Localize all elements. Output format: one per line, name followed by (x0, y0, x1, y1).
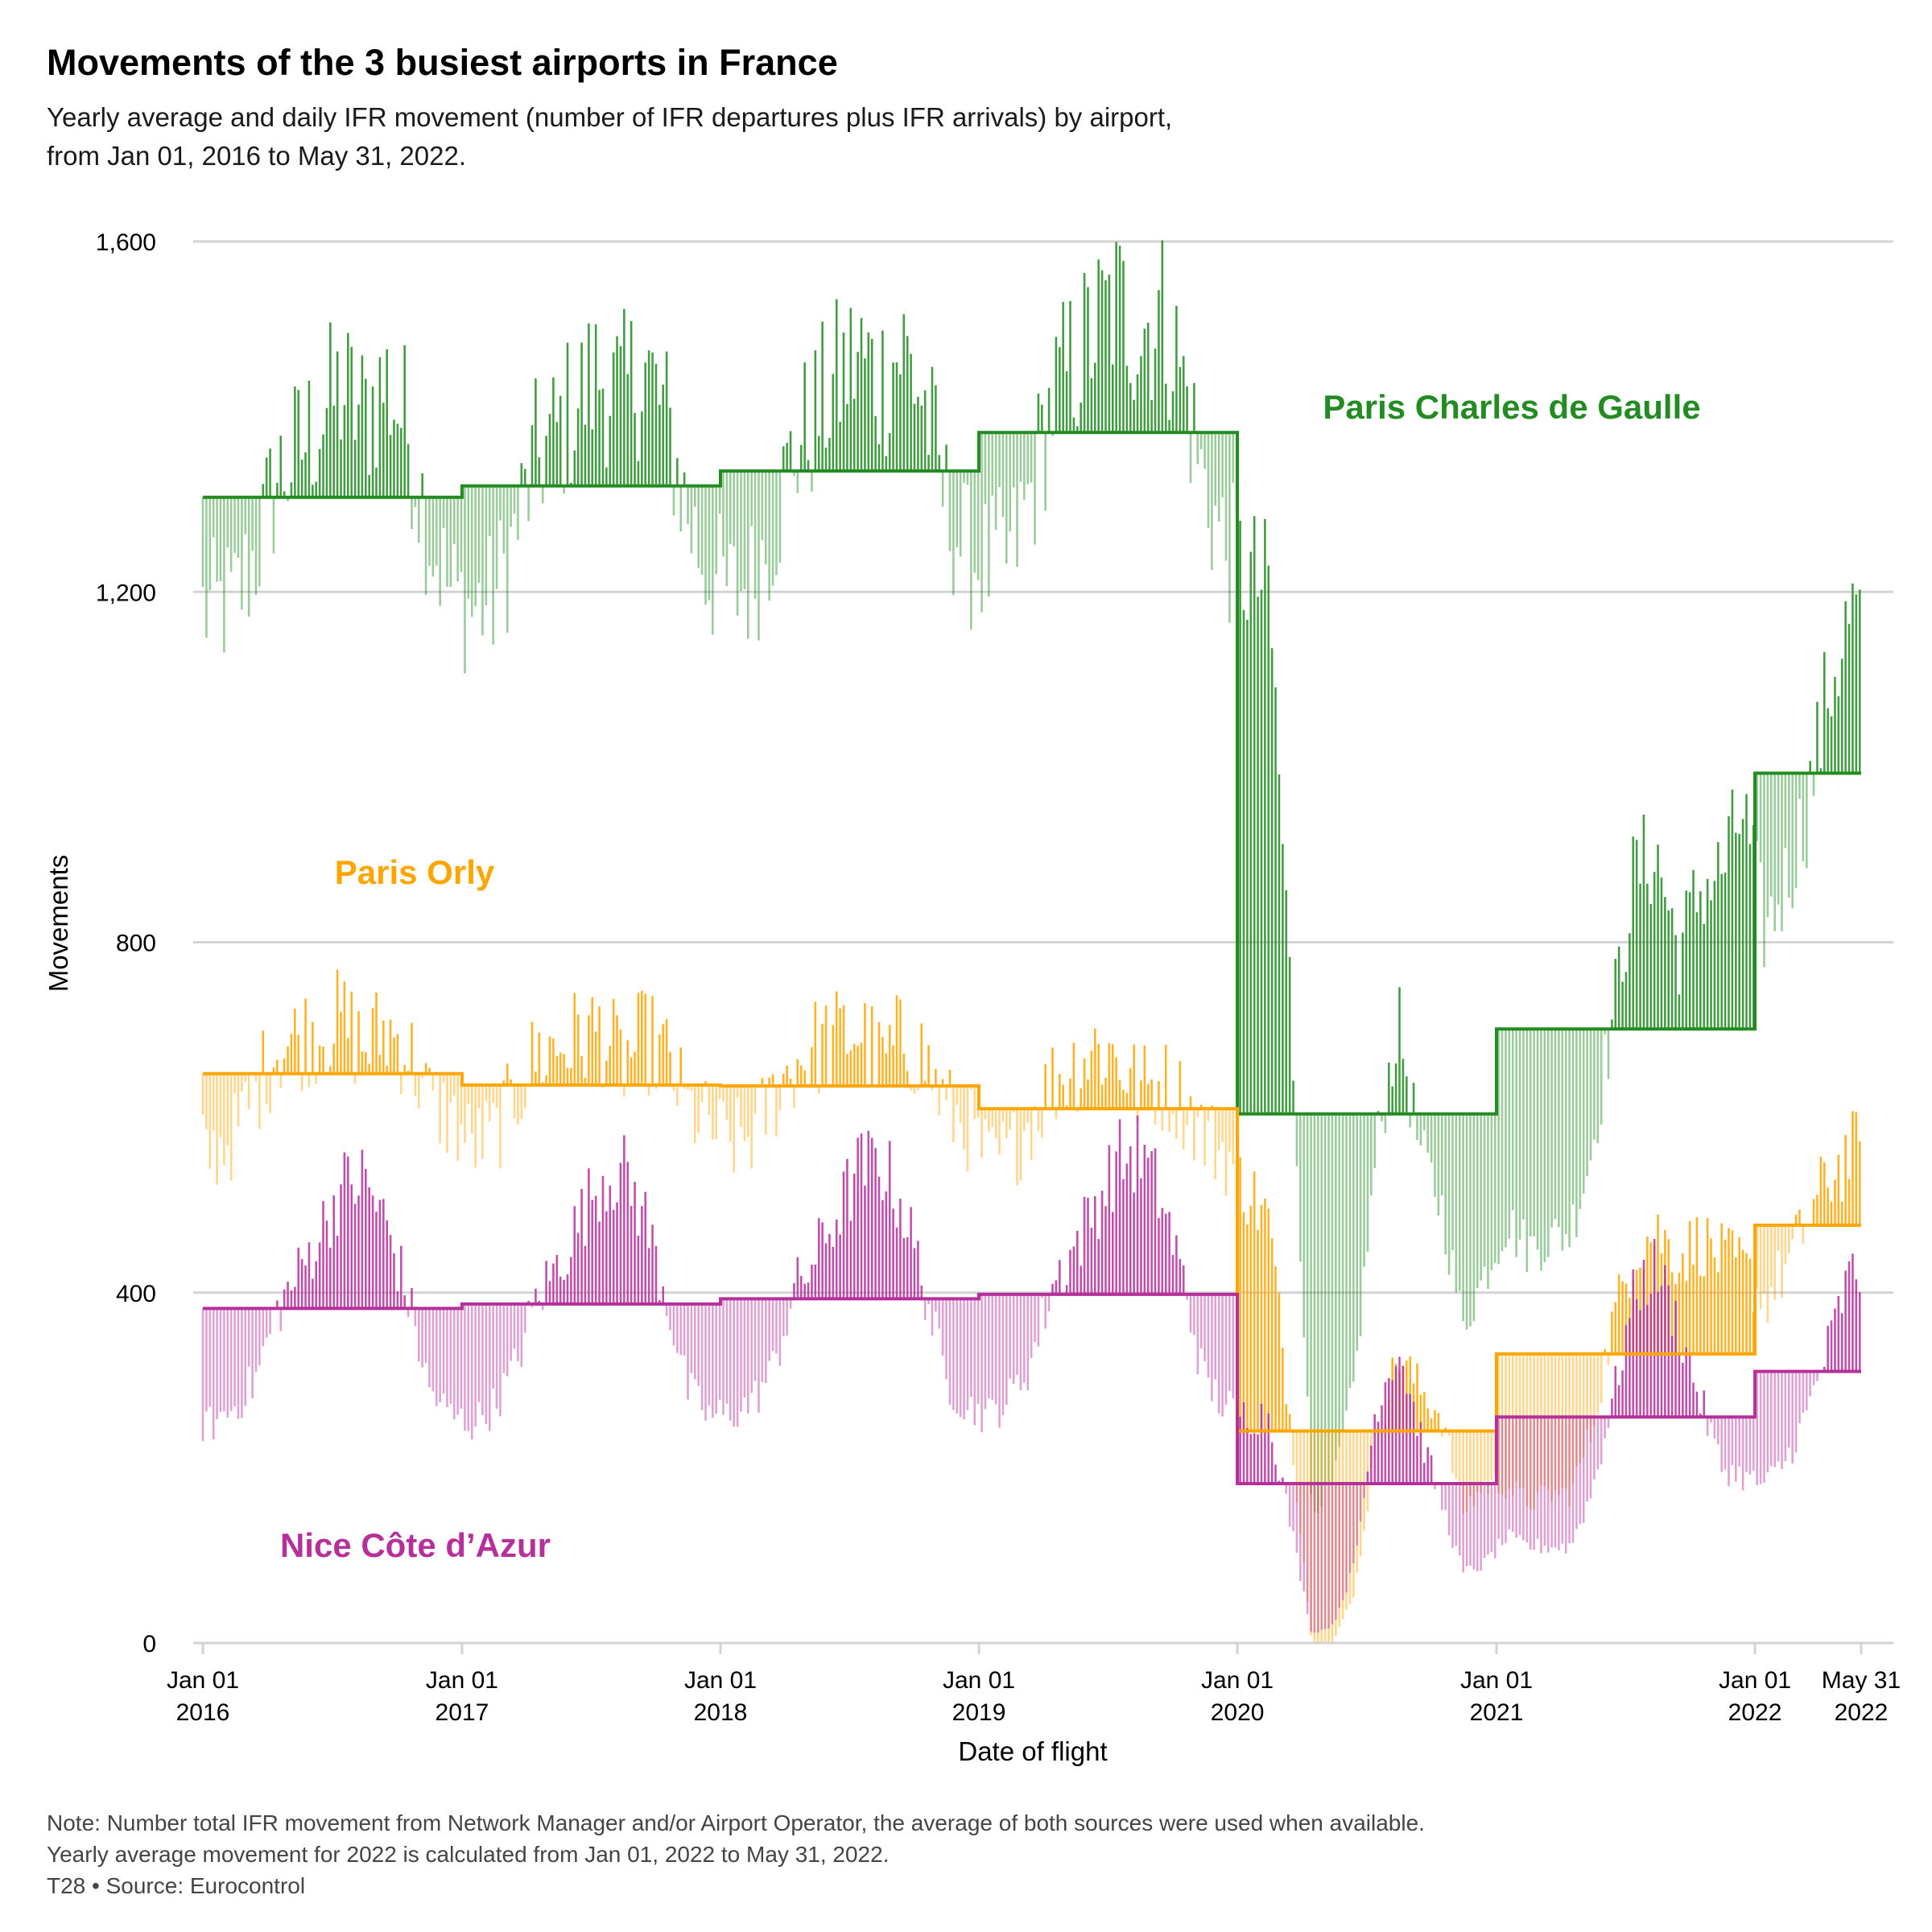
series-label-2: Nice Côte d’Azur (280, 1526, 551, 1564)
chart-subtitle: Yearly average and daily IFR movement (n… (47, 98, 1172, 175)
x-tick-label: 2022 (1835, 1699, 1889, 1726)
x-tick-label: Jan 01 (943, 1667, 1015, 1694)
x-tick-label: 2016 (176, 1699, 230, 1726)
y-tick-label: 1,600 (96, 229, 156, 256)
series-label-1: Paris Orly (335, 853, 495, 891)
x-tick-label: Jan 01 (1460, 1667, 1533, 1694)
x-tick-label: Jan 01 (426, 1667, 498, 1694)
y-tick-label: 800 (116, 931, 156, 957)
source-caption: T28 • Source: Eurocontrol (47, 1873, 306, 1898)
x-tick-label: Jan 01 (167, 1667, 239, 1694)
daily-bars-1 (201, 969, 1861, 1643)
subtitle-line-1: Yearly average and daily IFR movement (n… (47, 102, 1173, 132)
yearly-average-line-2 (203, 1292, 1861, 1485)
y-axis-title: Movements (43, 855, 73, 993)
x-tick-label: 2022 (1728, 1699, 1782, 1726)
subtitle-line-2: from Jan 01, 2016 to May 31, 2022. (47, 141, 466, 171)
chart-title: Movements of the 3 busiest airports in F… (47, 42, 838, 83)
yearly-average-line-1 (203, 1071, 1861, 1433)
daily-bars-0 (201, 240, 1861, 1513)
x-tick-label: May 31 (1822, 1667, 1901, 1694)
daily-bars (201, 240, 1861, 1643)
chart-notes: Note: Number total IFR movement from Net… (47, 1807, 1425, 1901)
series-label-0: Paris Charles de Gaulle (1323, 388, 1700, 426)
grid-lines (193, 240, 1893, 1645)
x-tick-label: 2018 (694, 1699, 748, 1726)
x-tick-label: 2019 (952, 1699, 1006, 1726)
y-tick-label: 400 (116, 1281, 156, 1307)
y-tick-label: 1,200 (96, 580, 156, 606)
x-axis: Jan 01 2016 Jan 01 2017 Jan 01 2018 Jan 01 2019… (167, 1641, 1901, 1726)
yearly-average-line-0 (203, 431, 1861, 1116)
x-tick-label: 2021 (1470, 1699, 1524, 1726)
y-tick-label: 0 (142, 1631, 156, 1657)
x-tick-label: Jan 01 (1201, 1667, 1274, 1694)
x-axis-title: Date of flight (958, 1736, 1107, 1766)
note-line-1: Note: Number total IFR movement from Net… (47, 1810, 1425, 1835)
x-tick-label: Jan 01 (1719, 1667, 1791, 1694)
yearly-average-lines (203, 431, 1861, 1485)
x-tick-label: Jan 01 (684, 1667, 757, 1694)
daily-bars-2 (201, 1115, 1861, 1633)
note-line-2: Yearly average movement for 2022 is calc… (47, 1842, 890, 1867)
x-tick-label: 2017 (436, 1699, 489, 1726)
series-labels: Paris Charles de Gaulle Paris Orly Nice Cô… (280, 388, 1701, 1564)
x-tick-label: 2020 (1211, 1699, 1265, 1726)
y-tick-labels: 0 400 800 1,200 1,600 (96, 229, 156, 1657)
